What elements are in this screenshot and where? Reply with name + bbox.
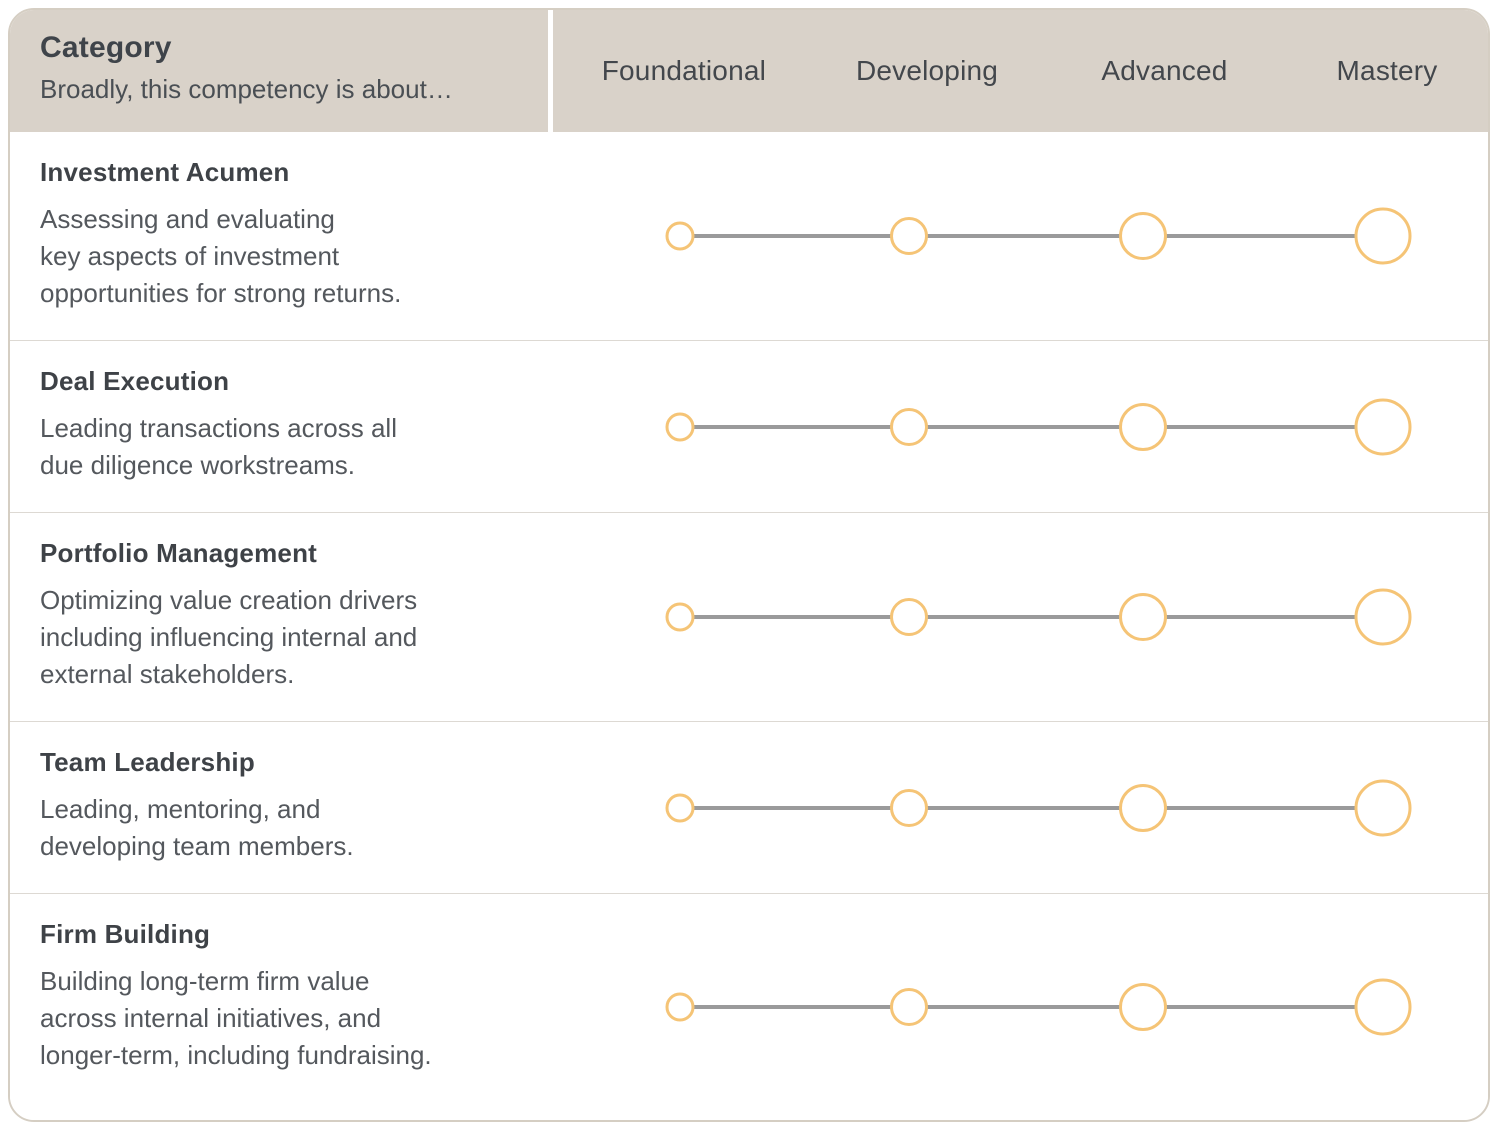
category-column-subtitle: Broadly, this competency is about… [40, 74, 453, 104]
level-dot-advanced-icon [1118, 212, 1167, 260]
table-row-firm-building: Firm Building Building long-term firm va… [10, 893, 1488, 1120]
level-dot-advanced-icon [1118, 402, 1167, 451]
column-header-foundational: Foundational [601, 55, 767, 86]
competency-scale [553, 894, 1488, 1120]
category-column-title: Category [40, 31, 172, 64]
row-text-cell: Team Leadership Leading, mentoring, and … [10, 722, 553, 893]
table-row-investment-acumen: Investment Acumen Assessing and evaluati… [10, 132, 1488, 340]
header-divider [548, 10, 553, 132]
scale-line [680, 615, 1384, 619]
level-dot-developing-icon [890, 598, 929, 636]
table-row-team-leadership: Team Leadership Leading, mentoring, and … [10, 721, 1488, 893]
level-dot-developing-icon [890, 407, 929, 446]
level-dot-foundational-icon [665, 412, 695, 441]
competency-scale [553, 722, 1488, 893]
row-description: Assessing and evaluating key aspects of … [40, 204, 402, 308]
row-description: Leading transactions across all due dili… [40, 413, 397, 480]
level-dot-mastery-icon [1354, 978, 1412, 1036]
table-body: Investment Acumen Assessing and evaluati… [10, 132, 1488, 1120]
table-row-deal-execution: Deal Execution Leading transactions acro… [10, 340, 1488, 512]
competency-scale [553, 132, 1488, 340]
level-header-cell: Foundational Developing Advanced Mastery [553, 10, 1488, 132]
level-dot-mastery-icon [1354, 207, 1412, 265]
table-row-portfolio-management: Portfolio Management Optimizing value cr… [10, 512, 1488, 721]
column-header-developing: Developing [855, 55, 999, 86]
level-dot-foundational-icon [665, 602, 695, 632]
competency-scale [553, 513, 1488, 721]
column-header-advanced: Advanced [1101, 55, 1228, 86]
level-dot-mastery-icon [1354, 398, 1412, 455]
scale-line [680, 805, 1384, 810]
row-title: Team Leadership [40, 747, 255, 777]
level-dot-foundational-icon [665, 221, 695, 251]
scale-line [680, 424, 1384, 429]
row-description: Leading, mentoring, and developing team … [40, 794, 354, 861]
level-dot-mastery-icon [1354, 588, 1412, 646]
level-dot-advanced-icon [1118, 983, 1167, 1031]
level-dot-developing-icon [890, 788, 929, 827]
category-header-cell: Category Broadly, this competency is abo… [10, 10, 548, 132]
level-dot-foundational-icon [665, 992, 695, 1022]
row-title: Portfolio Management [40, 538, 318, 568]
row-title: Deal Execution [40, 366, 230, 396]
row-text-cell: Firm Building Building long-term firm va… [10, 894, 553, 1120]
row-description: Optimizing value creation drivers includ… [40, 585, 418, 689]
competency-table-card: Category Broadly, this competency is abo… [8, 8, 1490, 1122]
row-title: Investment Acumen [40, 157, 290, 187]
column-header-mastery: Mastery [1336, 55, 1438, 86]
row-text-cell: Investment Acumen Assessing and evaluati… [10, 132, 553, 340]
row-title: Firm Building [40, 919, 211, 949]
row-text-cell: Deal Execution Leading transactions acro… [10, 341, 553, 512]
level-dot-advanced-icon [1118, 783, 1167, 832]
scale-line [680, 1005, 1384, 1009]
level-dot-developing-icon [890, 217, 929, 255]
level-dot-foundational-icon [665, 793, 695, 822]
level-dot-developing-icon [890, 988, 929, 1026]
competency-scale [553, 341, 1488, 512]
level-dot-advanced-icon [1118, 593, 1167, 641]
table-header: Category Broadly, this competency is abo… [10, 10, 1488, 132]
level-dot-mastery-icon [1354, 779, 1412, 836]
scale-line [680, 234, 1384, 238]
row-description: Building long-term firm value across int… [40, 966, 432, 1070]
row-text-cell: Portfolio Management Optimizing value cr… [10, 513, 553, 721]
